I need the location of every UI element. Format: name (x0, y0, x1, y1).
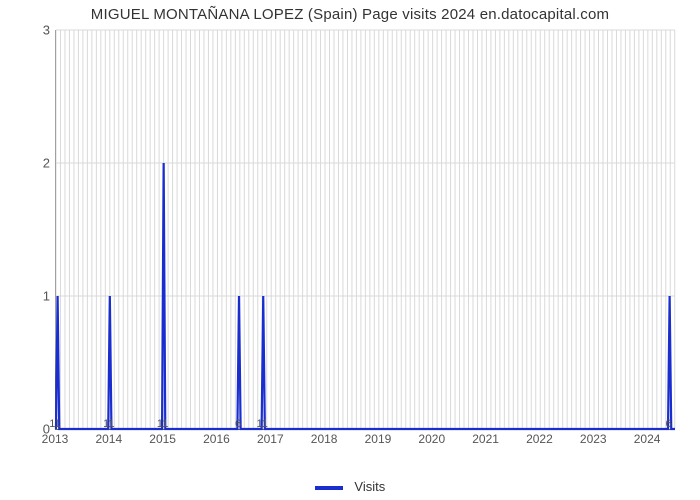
x-tick-label: 2024 (634, 432, 661, 446)
x-tick-label: 2017 (257, 432, 284, 446)
chart-title: MIGUEL MONTAÑANA LOPEZ (Spain) Page visi… (0, 6, 700, 23)
spike-value-label: 6 (235, 418, 241, 432)
x-tick-label: 2013 (42, 432, 69, 446)
x-tick-label: 2014 (95, 432, 122, 446)
x-tick-label: 2018 (311, 432, 338, 446)
y-tick-label: 1 (10, 289, 50, 304)
legend-swatch-visits (315, 486, 343, 490)
y-tick-label: 2 (10, 156, 50, 171)
plot-area (55, 30, 675, 430)
spike-value-label: 11 (157, 418, 168, 432)
spike-value-label: 11 (257, 418, 268, 432)
x-tick-label: 2023 (580, 432, 607, 446)
x-tick-label: 2015 (149, 432, 176, 446)
chart-svg (56, 30, 675, 429)
spike-value-label: 11 (103, 418, 114, 432)
x-tick-label: 2020 (418, 432, 445, 446)
y-tick-label: 3 (10, 23, 50, 38)
x-tick-label: 2016 (203, 432, 230, 446)
legend: Visits (0, 479, 700, 494)
x-tick-label: 2019 (365, 432, 392, 446)
legend-label-visits: Visits (354, 479, 385, 494)
spike-value-label: 11 (49, 418, 60, 432)
x-tick-label: 2022 (526, 432, 553, 446)
spike-value-label: 6 (666, 418, 672, 432)
x-tick-label: 2021 (472, 432, 499, 446)
